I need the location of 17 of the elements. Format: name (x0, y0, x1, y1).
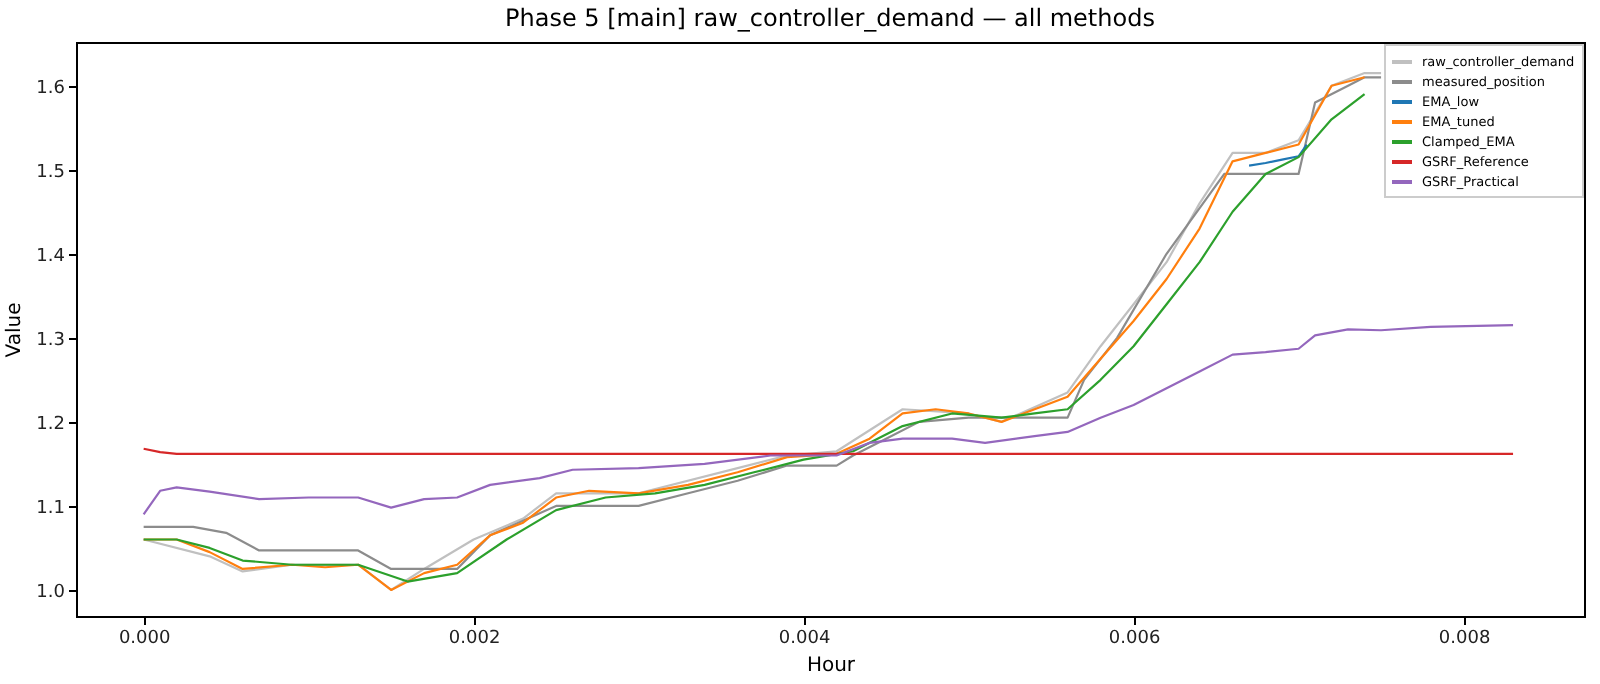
line-series (1247, 143, 1308, 167)
x-tick-label: 0.004 (778, 629, 831, 649)
x-tick-label: 0.008 (1438, 629, 1491, 649)
y-tick-label: 1.1 (36, 498, 65, 519)
y-tick-label: 1.0 (36, 582, 66, 603)
chart-title: Phase 5 [main] raw_controller_demand — all methods (505, 4, 1155, 32)
x-tick-label: 0.002 (448, 629, 501, 649)
y-axis-title: Value (4, 302, 27, 358)
y-tick-label: 1.5 (36, 162, 65, 183)
y-tick-label: 1.3 (36, 330, 65, 351)
x-tick-label: 0.000 (118, 629, 171, 649)
line-series (142, 324, 1515, 516)
y-tick-label: 1.6 (36, 78, 66, 99)
x-tick-label: 0.006 (1108, 629, 1161, 649)
x-axis-title: Hour (806, 655, 857, 677)
y-tick-label: 1.4 (36, 246, 66, 267)
y-tick-label: 1.2 (36, 414, 65, 435)
